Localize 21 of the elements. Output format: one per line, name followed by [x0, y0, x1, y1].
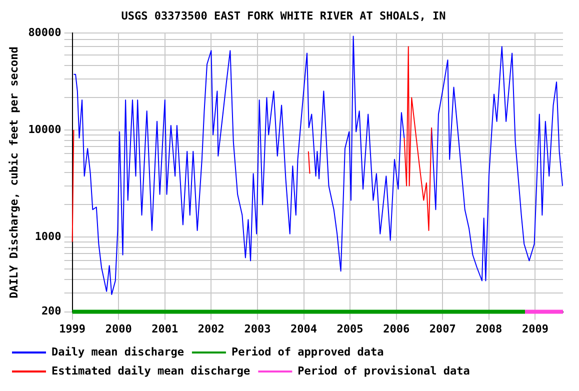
y-tick-label: 80000: [28, 26, 62, 40]
x-tick-label: 2004: [290, 322, 318, 336]
legend-label: Estimated daily mean discharge: [52, 364, 251, 378]
legend-label: Period of approved data: [231, 345, 384, 358]
chart-title: USGS 03373500 EAST FORK WHITE RIVER AT SHOALS, IN: [121, 9, 446, 22]
x-tick-label: 2006: [383, 322, 410, 336]
y-tick-label: 200: [41, 304, 62, 318]
y-tick-label: 10000: [28, 122, 62, 136]
legend-label: Daily mean discharge: [52, 345, 184, 358]
x-tick-label: 2008: [476, 322, 502, 336]
x-tick-label: 2003: [244, 322, 271, 336]
x-tick-label: 2002: [198, 322, 224, 336]
y-tick-label: 1000: [34, 230, 62, 243]
x-tick-label: 2000: [105, 322, 132, 336]
x-tick-label: 2007: [429, 322, 456, 336]
legend-label: Period of provisional data: [298, 364, 470, 378]
y-axis-title: DAILY Discharge, cubic feet per second: [7, 46, 20, 298]
x-tick-label: 2001: [152, 322, 179, 336]
x-tick-label: 1999: [59, 322, 86, 336]
x-tick-label: 2005: [336, 322, 364, 336]
x-tick-label: 2009: [522, 322, 548, 336]
